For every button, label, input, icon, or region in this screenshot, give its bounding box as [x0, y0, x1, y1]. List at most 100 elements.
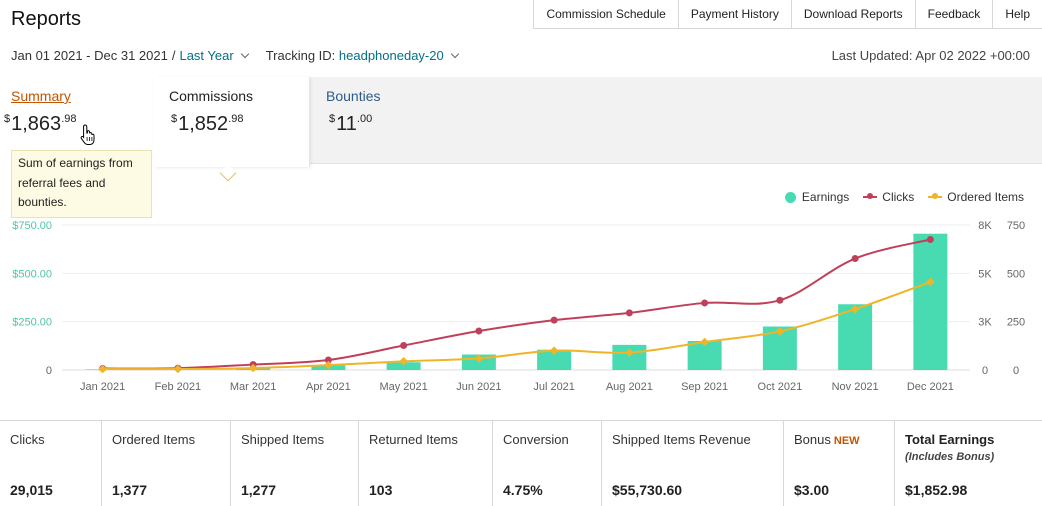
earnings-bar — [537, 349, 572, 370]
stat-total-earnings: Total Earnings (Includes Bonus) $1,852.9… — [895, 421, 1042, 506]
ordered-items-point — [474, 354, 484, 363]
stat-bonus: Bonus NEW $3.00 — [784, 421, 895, 506]
x-axis-tick: Jun 2021 — [456, 381, 501, 393]
clicks-axis-tick: 8K — [978, 220, 992, 232]
clicks-point — [324, 356, 332, 364]
stat-label: Total Earnings — [905, 432, 995, 447]
left-axis-tick: $500.00 — [12, 268, 52, 280]
stat-value: 4.75% — [503, 482, 543, 498]
tab-download-reports[interactable]: Download Reports — [791, 0, 916, 28]
x-axis-tick: Jan 2021 — [80, 381, 125, 393]
stat-shipped-revenue: Shipped Items Revenue $55,730.60 — [602, 421, 784, 506]
stat-label: Clicks — [10, 432, 45, 447]
items-axis-tick: 500 — [1007, 268, 1025, 280]
commissions-amount: $1,852.98 — [171, 113, 244, 135]
date-separator: / — [171, 48, 176, 63]
tracking-id-value[interactable]: headphoneday-20 — [338, 48, 444, 63]
period-dropdown[interactable]: Last Year — [179, 48, 234, 63]
stat-label: Shipped Items Revenue — [612, 432, 751, 447]
stat-value: $3.00 — [794, 482, 830, 498]
clicks-axis-tick: 3K — [978, 317, 992, 329]
legend-earnings[interactable]: Earnings — [784, 190, 850, 204]
chevron-down-icon[interactable] — [240, 49, 249, 59]
clicks-point — [475, 327, 483, 335]
tab-feedback[interactable]: Feedback — [915, 0, 994, 28]
summary-tab-label[interactable]: Summary — [11, 88, 71, 104]
items-axis-tick: 0 — [1013, 365, 1019, 377]
commissions-tab-label[interactable]: Commissions — [169, 88, 254, 104]
stat-conversion: Conversion 4.75% — [493, 421, 602, 506]
x-axis-tick: Aug 2021 — [606, 381, 653, 393]
bounties-tab[interactable]: Bounties $11.00 — [316, 77, 466, 165]
stat-value: 29,015 — [10, 482, 53, 498]
left-axis-tick: 0 — [46, 365, 52, 377]
earnings-chart: $750.00 8K 750 $500.00 5K 500 $250.00 3K 250 0 0 0 J… — [12, 220, 1025, 393]
clicks-axis-tick: 0 — [982, 365, 988, 377]
legend-clicks-swatch — [863, 193, 878, 199]
stat-value: $55,730.60 — [612, 482, 683, 498]
date-range-text: Jan 01 2021 - Dec 31 2021 — [11, 48, 168, 63]
filter-row: Jan 01 2021 - Dec 31 2021 / Last Year Tr… — [11, 48, 466, 63]
ordered-items-point — [399, 357, 408, 366]
legend-ordered-items-swatch — [928, 193, 943, 199]
left-axis-tick: $250.00 — [12, 317, 52, 329]
ordered-items-point — [98, 364, 107, 374]
x-axis-tick: Feb 2021 — [155, 381, 201, 393]
legend-earnings-label: Earnings — [801, 190, 850, 204]
ordered-items-point — [173, 364, 183, 374]
clicks-point — [926, 236, 934, 243]
x-axis-tick: May 2021 — [379, 381, 427, 393]
stat-shipped-items: Shipped Items 1,277 — [231, 421, 359, 506]
new-badge: NEW — [833, 435, 860, 447]
legend-clicks-label: Clicks — [882, 190, 915, 204]
earnings-bar — [386, 362, 421, 370]
clicks-point — [701, 299, 709, 307]
commissions-tab[interactable]: Commissions $1,852.98 — [154, 77, 310, 167]
clicks-point — [400, 342, 408, 350]
x-axis-tick: Dec 2021 — [907, 381, 954, 393]
chart-legend: Earnings Clicks Ordered Items — [771, 190, 1024, 204]
x-axis-tick: Oct 2021 — [758, 381, 803, 393]
last-updated: Last Updated: Apr 02 2022 +00:00 — [831, 48, 1030, 63]
stat-clicks: Clicks 29,015 — [0, 421, 102, 506]
clicks-point — [625, 309, 633, 317]
stat-label: Ordered Items — [112, 432, 196, 447]
stat-returned-items: Returned Items 103 — [359, 421, 493, 506]
ordered-items-point — [625, 348, 634, 357]
left-axis-tick: $750.00 — [12, 220, 52, 232]
stat-value: $1,852.98 — [905, 482, 968, 498]
clicks-line — [102, 238, 931, 370]
stat-value: 103 — [369, 482, 393, 498]
legend-ordered-items[interactable]: Ordered Items — [928, 190, 1024, 204]
stat-label: Bonus NEW — [794, 432, 860, 447]
clicks-point — [776, 296, 784, 304]
stat-label: Conversion — [503, 432, 569, 447]
items-axis-tick: 750 — [1007, 220, 1025, 232]
ordered-items-point — [324, 360, 333, 370]
legend-earnings-swatch — [784, 191, 796, 203]
items-axis-tick: 250 — [1007, 317, 1025, 329]
x-axis-tick: Nov 2021 — [832, 381, 879, 393]
earnings-bar — [913, 233, 948, 370]
legend-ordered-items-label: Ordered Items — [947, 190, 1024, 204]
bounties-amount: $11.00 — [329, 113, 373, 135]
tab-help[interactable]: Help — [993, 0, 1042, 28]
stats-row: Clicks 29,015 Ordered Items 1,377 Shippe… — [0, 420, 1042, 506]
chevron-down-icon[interactable] — [450, 49, 459, 59]
ordered-items-line — [102, 281, 931, 371]
clicks-point — [550, 316, 558, 324]
stat-label: Returned Items — [369, 432, 458, 447]
clicks-point — [851, 255, 859, 263]
bounties-tab-label[interactable]: Bounties — [326, 88, 381, 104]
x-axis-tick: Jul 2021 — [533, 381, 575, 393]
stat-sublabel: (Includes Bonus) — [905, 451, 995, 463]
x-axis-tick: Mar 2021 — [230, 381, 276, 393]
tab-commission-schedule[interactable]: Commission Schedule — [534, 0, 679, 28]
tracking-id-selector[interactable]: Tracking ID: headphoneday-20 — [266, 48, 466, 63]
clicks-axis-tick: 5K — [978, 268, 992, 280]
hand-pointer-icon — [80, 124, 95, 145]
page-title: Reports — [11, 8, 82, 30]
top-nav: Commission Schedule Payment History Down… — [533, 0, 1042, 29]
tab-payment-history[interactable]: Payment History — [678, 0, 792, 28]
legend-clicks[interactable]: Clicks — [863, 190, 914, 204]
